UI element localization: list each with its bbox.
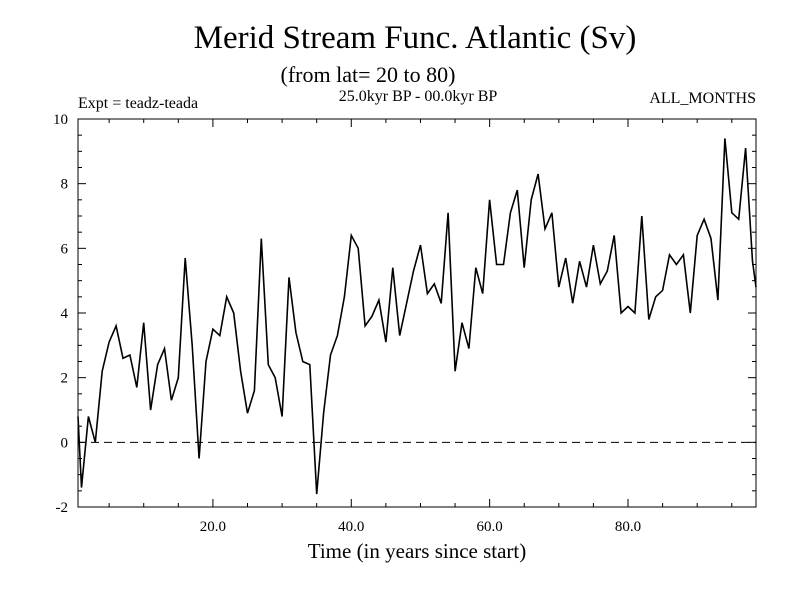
y-tick-label: 2 xyxy=(61,371,69,387)
y-axis: -2 0 2 4 6 8 10 xyxy=(53,112,756,516)
chart-subtitle: (from lat= 20 to 80) xyxy=(281,62,456,87)
y-tick-label: 0 xyxy=(61,435,69,451)
series-line xyxy=(77,138,757,495)
chart-title: Merid Stream Func. Atlantic (Sv) xyxy=(194,20,637,56)
x-tick-label: 80.0 xyxy=(615,519,641,535)
y-tick-label: -2 xyxy=(56,500,69,516)
series-layer xyxy=(77,138,757,495)
x-axis-label: Time (in years since start) xyxy=(308,539,527,563)
y-tick-label: 6 xyxy=(61,241,69,257)
x-axis: 20.0 40.0 60.0 80.0 xyxy=(108,119,733,535)
y-tick-label: 10 xyxy=(53,112,68,128)
x-tick-label: 60.0 xyxy=(477,519,503,535)
y-tick-label: 4 xyxy=(61,306,69,322)
months-label: ALL_MONTHS xyxy=(649,90,756,107)
experiment-label: Expt = teadz-teada xyxy=(78,95,198,112)
x-tick-label: 40.0 xyxy=(338,519,364,535)
plot-frame xyxy=(77,118,757,508)
x-tick-label: 20.0 xyxy=(200,519,226,535)
period-label: 25.0kyr BP - 00.0kyr BP xyxy=(339,88,498,105)
y-tick-label: 8 xyxy=(61,177,69,193)
